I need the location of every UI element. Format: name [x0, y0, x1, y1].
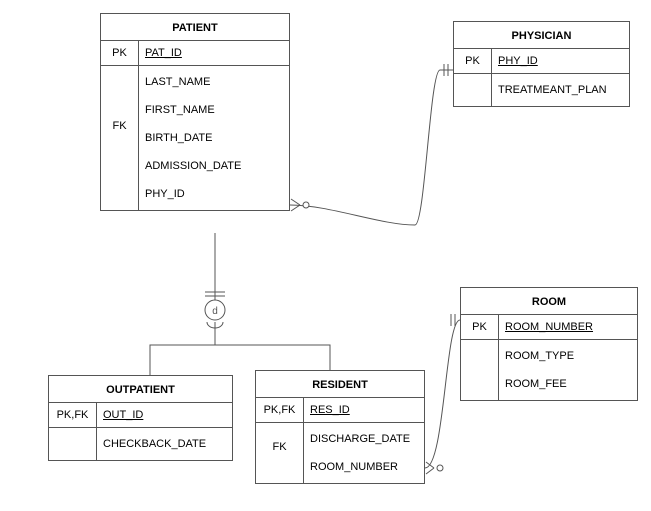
attr-cell: CHECKBACK_DATE [97, 428, 232, 460]
attr-cell: PHY_ID [492, 49, 629, 74]
key-cell [461, 340, 498, 352]
attr-cell: DISCHARGE_DATE [304, 423, 424, 451]
rel-inheritance: d [150, 233, 330, 375]
key-cell: PK,FK [256, 398, 303, 423]
key-cell: PK [454, 49, 491, 74]
key-cell [101, 78, 138, 90]
attr-cell: OUT_ID [97, 403, 232, 428]
entity-physician: PHYSICIAN PK PHY_ID TREATMEANT_PLAN [453, 21, 630, 107]
key-cell: FK [101, 114, 138, 138]
attr-cell: TREATMEANT_PLAN [492, 74, 629, 106]
attr-cell: FIRST_NAME [139, 94, 289, 122]
entity-outpatient: OUTPATIENT PK,FK OUT_ID CHECKBACK_DATE [48, 375, 233, 461]
rel-resident-room [425, 314, 460, 474]
attr-cell: ROOM_FEE [499, 368, 637, 400]
er-diagram-canvas: PATIENT PK FK PAT_ID LAST_NAME FIRST_NAM… [0, 0, 651, 511]
attr-cell: ROOM_NUMBER [304, 451, 424, 483]
inheritance-marker: d [212, 306, 218, 317]
attr-cell: PAT_ID [139, 41, 289, 66]
attr-cell: ADMISSION_DATE [139, 150, 289, 178]
entity-title: PATIENT [101, 14, 289, 41]
rel-patient-physician [290, 64, 453, 225]
key-cell [256, 423, 303, 435]
entity-resident: RESIDENT PK,FK FK RES_ID DISCHARGE_DATE … [255, 370, 425, 484]
key-cell [101, 66, 138, 78]
key-cell: PK [101, 41, 138, 66]
key-cell [101, 102, 138, 114]
attr-cell: PHY_ID [139, 178, 289, 210]
entity-title: ROOM [461, 288, 637, 315]
entity-title: PHYSICIAN [454, 22, 629, 49]
attr-cell: LAST_NAME [139, 66, 289, 94]
key-cell: PK,FK [49, 403, 96, 428]
entity-patient: PATIENT PK FK PAT_ID LAST_NAME FIRST_NAM… [100, 13, 290, 211]
entity-title: OUTPATIENT [49, 376, 232, 403]
key-cell: PK [461, 315, 498, 340]
key-cell [49, 428, 96, 440]
key-cell [461, 352, 498, 364]
attr-cell: ROOM_NUMBER [499, 315, 637, 340]
attr-cell: BIRTH_DATE [139, 122, 289, 150]
key-cell [454, 74, 491, 86]
attr-cell: ROOM_TYPE [499, 340, 637, 368]
key-cell: FK [256, 435, 303, 459]
attr-cell: RES_ID [304, 398, 424, 423]
key-cell [101, 90, 138, 102]
entity-title: RESIDENT [256, 371, 424, 398]
entity-room: ROOM PK ROOM_NUMBER ROOM_TYPE ROOM_FEE [460, 287, 638, 401]
